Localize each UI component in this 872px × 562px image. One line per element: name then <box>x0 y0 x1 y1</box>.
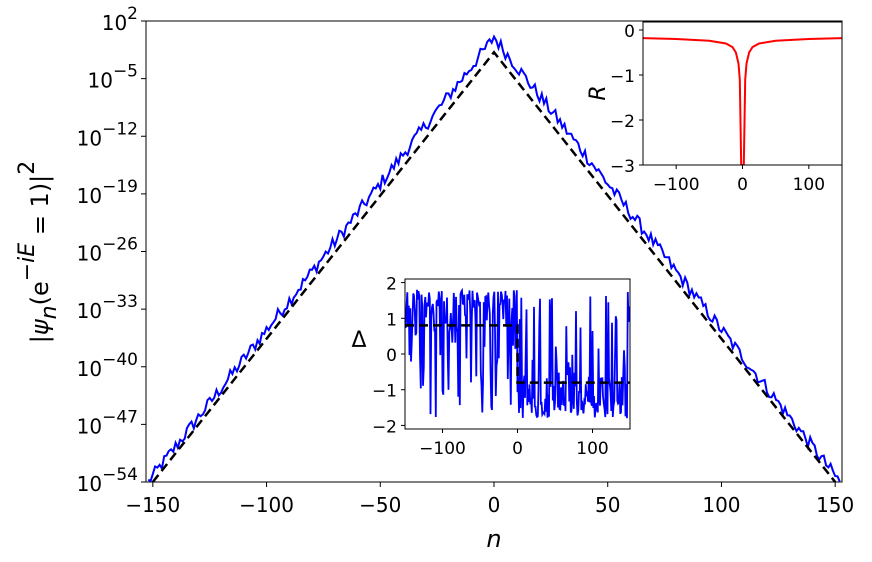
inset-r-y-tick-label: −2 <box>610 112 635 132</box>
inset-delta-y-tick-label: −2 <box>372 417 397 437</box>
inset-delta-y-tick-label: −1 <box>372 382 397 402</box>
inset-r-y-label: R <box>586 85 611 100</box>
inset-r-x-tick-label: 100 <box>793 175 825 195</box>
main-x-ticks: −150 −100 −50 0 50 100 150 <box>125 482 854 517</box>
inset-delta-dashed-line <box>405 324 630 384</box>
inset-delta-y-tick-label: 2 <box>386 275 397 295</box>
inset-delta-series-group <box>405 287 630 419</box>
inset-delta-y-tick-label: 0 <box>386 346 397 366</box>
inset-delta-blue-line <box>405 287 630 419</box>
main-y-tick-label: 10−5 <box>87 62 138 93</box>
main-x-tick-label: 150 <box>816 493 854 517</box>
main-x-tick-label: −150 <box>125 493 180 517</box>
inset-delta-panel: −100 0 100 2 1 0 −1 −2 Δ <box>351 275 631 459</box>
inset-delta-x-tick-label: 100 <box>576 439 608 459</box>
inset-r-panel: −100 0 100 0 −1 −2 −3 R <box>586 20 843 195</box>
main-x-tick-label: 100 <box>702 493 740 517</box>
inset-r-y-tick-label: −3 <box>610 157 635 177</box>
inset-r-red-line <box>643 37 842 165</box>
inset-r-y-tick-label: −1 <box>610 67 635 87</box>
inset-r-y-tick-label: 0 <box>624 22 635 42</box>
inset-delta-y-tick-label: 1 <box>386 310 397 330</box>
main-dashed-fit-line <box>151 50 837 482</box>
main-x-tick-label: −100 <box>239 493 294 517</box>
main-blue-series-line <box>147 34 841 482</box>
main-y-tick-label: 10−33 <box>77 292 138 323</box>
main-y-axis-label: |ψn(e−iE = 1)|2 <box>15 161 62 344</box>
inset-delta-x-tick-label: −100 <box>419 439 466 459</box>
inset-r-x-tick-label: −100 <box>653 175 700 195</box>
main-y-tick-label: 10−47 <box>77 407 138 438</box>
inset-delta-y-label: Δ <box>351 328 366 353</box>
main-x-tick-label: 0 <box>488 493 501 517</box>
main-x-axis-label: n <box>486 525 501 553</box>
inset-r-series-group <box>643 21 842 165</box>
inset-delta-ticks: −100 0 100 2 1 0 −1 −2 <box>372 275 609 459</box>
main-y-ticks: 102 10−5 10−12 10−19 10−26 10−33 10−40 10−47 10−… <box>77 4 146 496</box>
main-y-tick-label: 102 <box>102 4 138 35</box>
inset-r-ticks: −100 0 100 0 −1 −2 −3 <box>610 22 825 195</box>
main-y-tick-label: 10−19 <box>77 177 138 208</box>
main-y-tick-label: 10−40 <box>77 350 138 381</box>
main-y-tick-label: 10−26 <box>77 235 138 266</box>
inset-delta-x-tick-label: 0 <box>512 439 523 459</box>
main-x-tick-label: −50 <box>359 493 401 517</box>
main-y-tick-label: 10−12 <box>77 119 138 150</box>
main-y-tick-label: 10−54 <box>77 465 138 496</box>
main-x-tick-label: 50 <box>595 493 620 517</box>
inset-r-x-tick-label: 0 <box>737 175 748 195</box>
main-series-group <box>147 34 841 482</box>
